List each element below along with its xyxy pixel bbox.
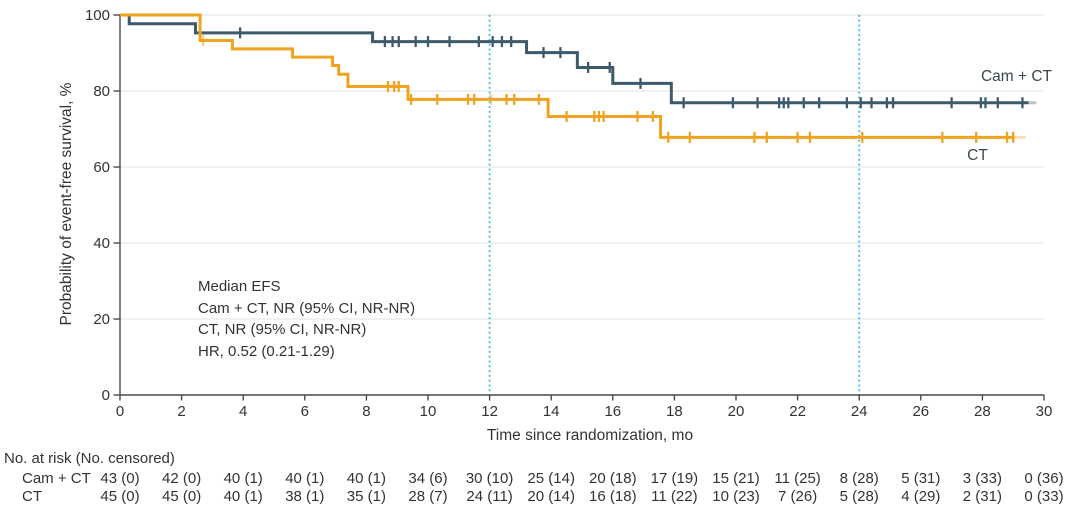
risk-cell: 4 (29)	[901, 488, 941, 505]
risk-cell: 40 (1)	[223, 488, 263, 505]
risk-cell: 7 (26)	[778, 488, 818, 505]
y-tick-label-20: 20	[93, 310, 110, 328]
risk-row-label-ct: CT	[22, 488, 42, 505]
risk-table-header: No. at risk (No. censored)	[4, 450, 175, 467]
risk-cell: 5 (28)	[839, 488, 879, 505]
x-tick-label-4: 4	[239, 403, 248, 420]
curve-label-cam-ct: Cam + CT	[980, 68, 1052, 85]
risk-row-label-cam-ct: Cam + CT	[22, 470, 91, 487]
risk-cell: 17 (19)	[650, 470, 699, 487]
risk-cell: 34 (6)	[408, 470, 448, 487]
km-plot-canvas	[113, 13, 1045, 401]
risk-cell: 25 (14)	[527, 470, 575, 487]
x-tick-label-2: 2	[177, 403, 186, 420]
risk-cell: 10 (23)	[712, 488, 760, 505]
annotation-line-1: Median EFS	[198, 278, 281, 295]
risk-cell: 11 (22)	[651, 488, 698, 505]
risk-cell: 20 (18)	[589, 470, 637, 487]
risk-cell: 40 (1)	[346, 470, 386, 487]
y-tick-label-0: 0	[101, 386, 110, 404]
risk-cell: 24 (11)	[466, 488, 513, 505]
km-curve-ct	[120, 13, 1015, 139]
curve-label-ct: CT	[967, 147, 988, 164]
x-tick-label-20: 20	[727, 403, 745, 420]
y-tick-label-60: 60	[93, 158, 110, 176]
annotation-line-4: HR, 0.52 (0.21-1.29)	[198, 342, 335, 360]
median-efs-annotation: Median EFS Cam + CT, NR (95% CI, NR-NR) …	[198, 276, 415, 362]
x-tick-label-6: 6	[300, 403, 309, 420]
risk-cell: 5 (31)	[901, 470, 941, 487]
risk-cell: 16 (18)	[589, 488, 637, 505]
x-tick-label-16: 16	[604, 403, 622, 420]
risk-cell: 0 (33)	[1024, 488, 1064, 505]
risk-cell: 20 (14)	[527, 488, 575, 505]
x-tick-label-26: 26	[912, 403, 930, 420]
risk-cell: 43 (0)	[100, 470, 140, 487]
x-tick-label-12: 12	[481, 403, 498, 420]
x-axis-title: Time since randomization, mo	[486, 427, 694, 444]
risk-cell: 30 (10)	[465, 470, 514, 487]
risk-cell: 3 (33)	[962, 470, 1002, 487]
x-tick-label-10: 10	[419, 403, 437, 420]
risk-cell: 8 (28)	[839, 470, 879, 487]
risk-cell: 40 (1)	[285, 470, 325, 487]
risk-cell: 45 (0)	[100, 488, 140, 505]
y-axis-title: Probability of event-free survival, %	[58, 82, 75, 326]
x-tick-label-30: 30	[1035, 403, 1053, 420]
annotation-line-2: Cam + CT, NR (95% CI, NR-NR)	[198, 299, 416, 317]
x-tick-label-14: 14	[542, 403, 560, 420]
risk-cell: 28 (7)	[408, 488, 448, 505]
x-tick-label-0: 0	[115, 403, 125, 420]
x-tick-label-8: 8	[362, 403, 371, 420]
risk-cell: 11 (25)	[774, 470, 821, 487]
x-tick-label-18: 18	[666, 403, 683, 420]
risk-cell: 35 (1)	[346, 488, 386, 505]
risk-cell: 0 (36)	[1024, 470, 1064, 487]
risk-cell: 15 (21)	[712, 470, 760, 487]
km-curve-cam-ct	[120, 13, 1029, 105]
y-tick-label-40: 40	[93, 234, 110, 252]
annotation-line-3: CT, NR (95% CI, NR-NR)	[198, 321, 367, 338]
risk-cell: 42 (0)	[162, 470, 202, 487]
risk-cell: 45 (0)	[162, 488, 202, 505]
y-tick-label-80: 80	[93, 82, 110, 100]
risk-cell: 2 (31)	[962, 488, 1002, 505]
risk-cell: 38 (1)	[285, 488, 325, 505]
x-tick-label-22: 22	[789, 403, 806, 420]
x-tick-label-28: 28	[974, 403, 991, 420]
y-tick-label-100: 100	[84, 6, 110, 24]
x-tick-label-24: 24	[850, 403, 868, 420]
risk-cell: 40 (1)	[223, 470, 263, 487]
